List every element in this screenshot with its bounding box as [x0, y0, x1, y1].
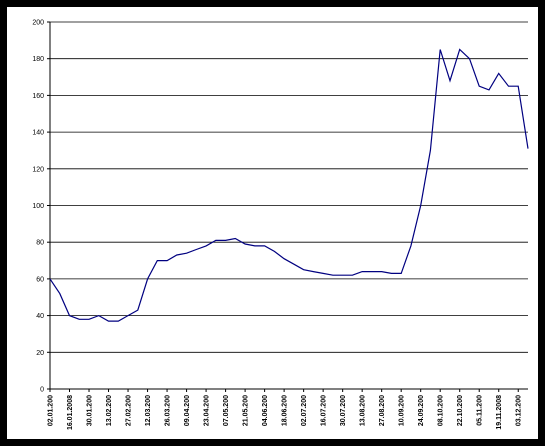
- y-tick-label: 0: [40, 387, 44, 394]
- x-tick-label: 08.10.200: [438, 395, 445, 426]
- x-tick-label: 09.04.200: [184, 395, 191, 426]
- x-tick-label: 04.06.200: [262, 395, 269, 426]
- x-tick-label: 30.07.200: [340, 395, 347, 426]
- x-tick-label: 13.08.200: [360, 395, 367, 426]
- y-tick-label: 120: [32, 166, 44, 173]
- x-tick-label: 16.07.200: [321, 395, 328, 426]
- x-tick-label: 07.05.200: [223, 395, 230, 426]
- x-tick-label: 27.08.200: [379, 395, 386, 426]
- x-tick-label: 05.11.200: [477, 395, 484, 426]
- y-tick-label: 160: [32, 93, 44, 100]
- data-line: [49, 48, 529, 322]
- y-tick-label: 200: [32, 20, 44, 27]
- y-tick-label: 40: [36, 313, 44, 320]
- y-tick-label: 100: [32, 203, 44, 210]
- x-tick-label: 02.07.200: [301, 395, 308, 426]
- x-tick-label: 10.09.200: [399, 395, 406, 426]
- x-tick-label: 13.02.200: [106, 395, 113, 426]
- chart-area: [7, 7, 538, 439]
- x-tick-label: 26.03.200: [165, 395, 172, 426]
- y-tick-label: 180: [32, 56, 44, 63]
- x-tick-label: 30.01.200: [87, 395, 94, 426]
- x-tick-label: 22.10.200: [457, 395, 464, 426]
- y-tick-label: 140: [32, 130, 44, 137]
- y-tick-label: 20: [36, 350, 44, 357]
- y-tick-label: 80: [36, 240, 44, 247]
- x-tick-label: 27.02.200: [126, 395, 133, 426]
- y-tick-label: 60: [36, 276, 44, 283]
- x-tick-label: 02.01.200: [48, 395, 55, 426]
- x-tick-label: 23.04.200: [204, 395, 211, 426]
- x-tick-label: 18.06.200: [282, 395, 289, 426]
- x-tick-label: 12.03.200: [145, 395, 152, 426]
- x-tick-label: 03.12.200: [516, 395, 523, 426]
- x-tick-label: 21.05.200: [243, 395, 250, 426]
- x-tick-label: 19.11.2008: [496, 395, 503, 430]
- x-tick-label: 24.09.200: [418, 395, 425, 426]
- x-tick-label: 16.01.2008: [67, 395, 74, 430]
